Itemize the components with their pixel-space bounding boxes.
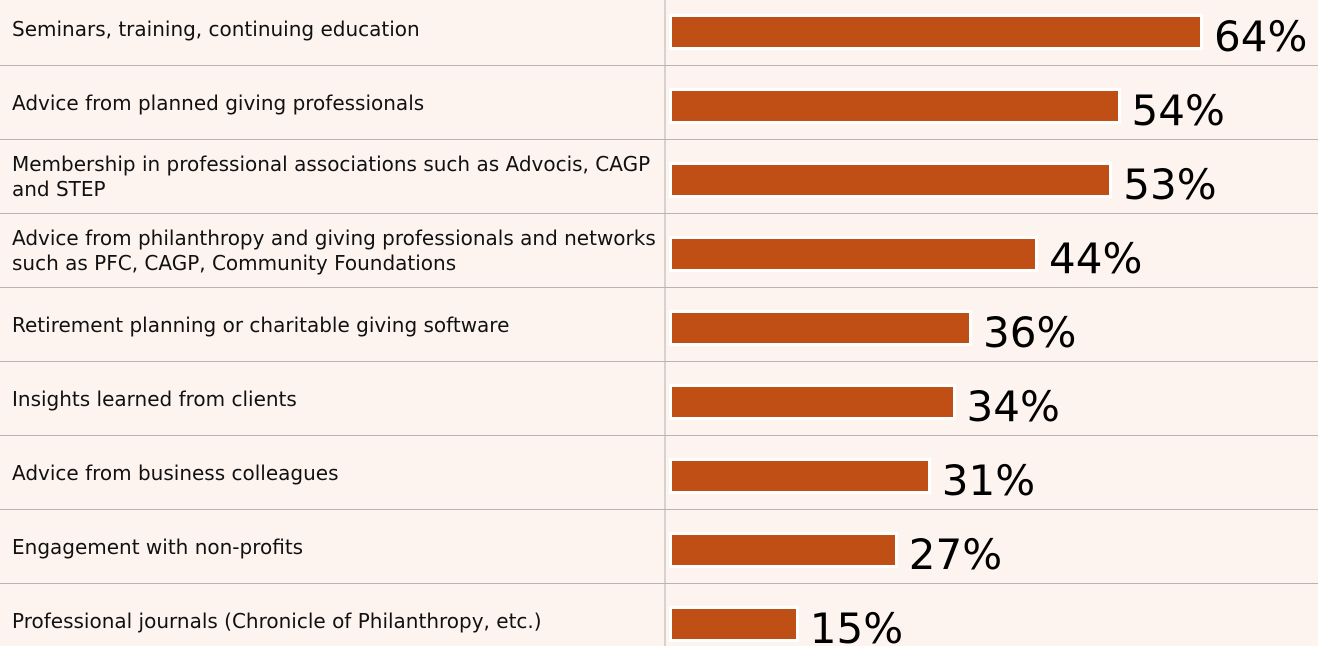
bar — [669, 88, 1121, 124]
row: Advice from planned giving professionals… — [0, 66, 1318, 140]
category-label: Advice from planned giving professionals — [12, 90, 425, 115]
category-label: Membership in professional associations … — [12, 152, 651, 201]
divider — [664, 0, 666, 646]
bar — [669, 458, 931, 494]
bar — [669, 384, 956, 420]
row: Membership in professional associations … — [0, 140, 1318, 214]
bar — [669, 310, 972, 346]
value-label: 27% — [908, 530, 1003, 579]
row: Retirement planning or charitable giving… — [0, 288, 1318, 362]
category-label: Insights learned from clients — [12, 386, 297, 411]
category-label: Engagement with non-profits — [12, 534, 304, 559]
category-label: Professional journals (Chronicle of Phil… — [12, 608, 542, 633]
category-label: Advice from philanthropy and giving prof… — [12, 226, 656, 275]
value-label: 31% — [941, 456, 1036, 505]
row: Professional journals (Chronicle of Phil… — [0, 584, 1318, 646]
bar — [669, 14, 1203, 50]
row: Advice from business colleagues 31% — [0, 436, 1318, 510]
category-label: Advice from business colleagues — [12, 460, 339, 485]
bar — [669, 532, 898, 568]
value-label: 54% — [1131, 86, 1225, 135]
bar — [669, 606, 799, 642]
row: Insights learned from clients 34% — [0, 362, 1318, 436]
category-label: Seminars, training, continuing education — [12, 16, 420, 41]
value-label: 15% — [809, 604, 904, 646]
row: Advice from philanthropy and giving prof… — [0, 214, 1318, 288]
row: Seminars, training, continuing education… — [0, 0, 1318, 66]
value-label: 64% — [1214, 12, 1308, 61]
category-label: Retirement planning or charitable giving… — [12, 312, 510, 337]
row: Engagement with non-profits 27% — [0, 510, 1318, 584]
value-label: 34% — [966, 382, 1060, 431]
value-label: 44% — [1049, 234, 1143, 283]
value-label: 36% — [983, 308, 1077, 357]
bar — [669, 236, 1038, 272]
value-label: 53% — [1123, 160, 1217, 209]
bar — [669, 162, 1113, 198]
